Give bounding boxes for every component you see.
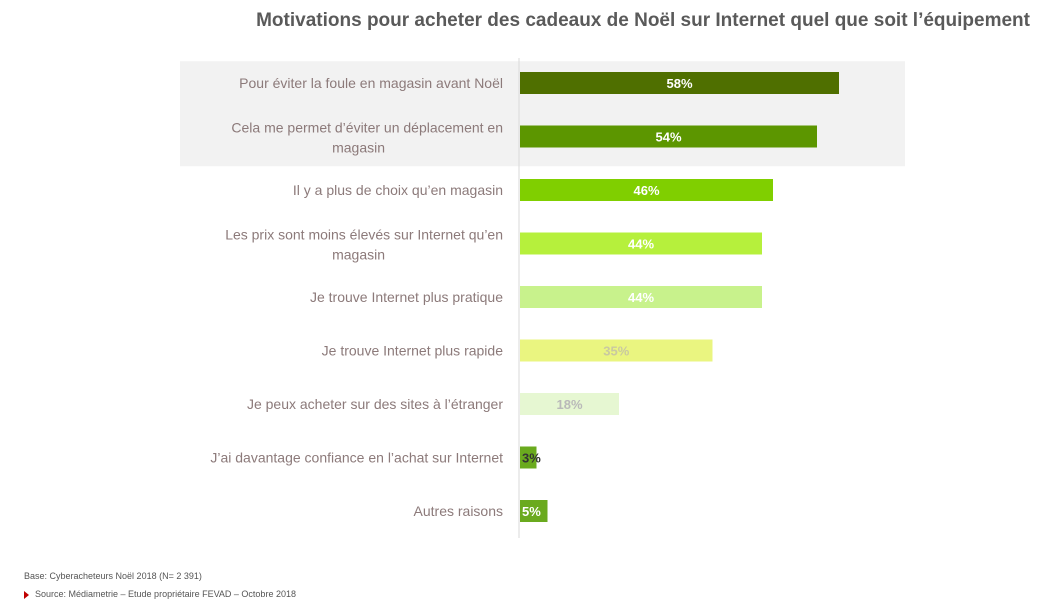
bar-8 <box>520 500 548 522</box>
category-label-line: Les prix sont moins élevés sur Internet … <box>225 227 503 243</box>
value-label-6: 18% <box>556 397 582 412</box>
category-label-0: Pour éviter la foule en magasin avant No… <box>239 75 503 91</box>
category-label-line: Je trouve Internet plus rapide <box>322 343 504 359</box>
chart-title: Motivations pour acheter des cadeaux de … <box>256 10 1030 31</box>
footer-source: Source: Médiametrie – Etude propriétaire… <box>24 589 296 599</box>
category-label-line: J’ai davantage confiance en l’achat sur … <box>210 450 503 466</box>
bar-4 <box>520 286 762 308</box>
bar-2 <box>520 179 773 201</box>
value-label-5: 35% <box>603 344 629 359</box>
category-label-5: Je trouve Internet plus rapide <box>322 343 504 359</box>
category-label-4: Je trouve Internet plus pratique <box>310 289 503 305</box>
category-label-line: Autres raisons <box>414 503 503 519</box>
category-label-line: magasin <box>332 140 385 156</box>
category-label-line: Je peux acheter sur des sites à l’étrang… <box>247 396 503 412</box>
category-label-line: Il y a plus de choix qu’en magasin <box>293 182 503 198</box>
footer-source-text: Source: Médiametrie – Etude propriétaire… <box>35 589 296 599</box>
value-label-7: 3% <box>522 451 541 466</box>
value-label-1: 54% <box>655 130 681 145</box>
bar-5 <box>520 339 713 362</box>
footer-base: Base: Cyberacheteurs Noël 2018 (N= 2 391… <box>24 571 202 581</box>
category-label-8: Autres raisons <box>414 503 503 519</box>
value-label-4: 44% <box>628 290 654 305</box>
category-label-line: Cela me permet d’éviter un déplacement e… <box>231 120 503 136</box>
category-label-6: Je peux acheter sur des sites à l’étrang… <box>247 396 503 412</box>
category-label-line: Je trouve Internet plus pratique <box>310 289 503 305</box>
value-label-3: 44% <box>628 237 654 252</box>
value-label-2: 46% <box>633 183 659 198</box>
bar-6 <box>520 393 619 415</box>
bar-3 <box>520 232 762 255</box>
category-label-line: Pour éviter la foule en magasin avant No… <box>239 75 503 91</box>
red-triangle-icon <box>24 590 29 599</box>
bar-1 <box>520 125 817 148</box>
bar-7 <box>520 446 537 469</box>
category-label-1: Cela me permet d’éviter un déplacement e… <box>231 120 503 156</box>
value-label-0: 58% <box>666 76 692 91</box>
category-label-line: magasin <box>332 247 385 263</box>
category-label-2: Il y a plus de choix qu’en magasin <box>293 182 503 198</box>
category-label-7: J’ai davantage confiance en l’achat sur … <box>210 450 503 466</box>
category-label-3: Les prix sont moins élevés sur Internet … <box>225 227 503 263</box>
value-label-8: 5% <box>522 504 541 519</box>
bar-0 <box>520 72 839 94</box>
